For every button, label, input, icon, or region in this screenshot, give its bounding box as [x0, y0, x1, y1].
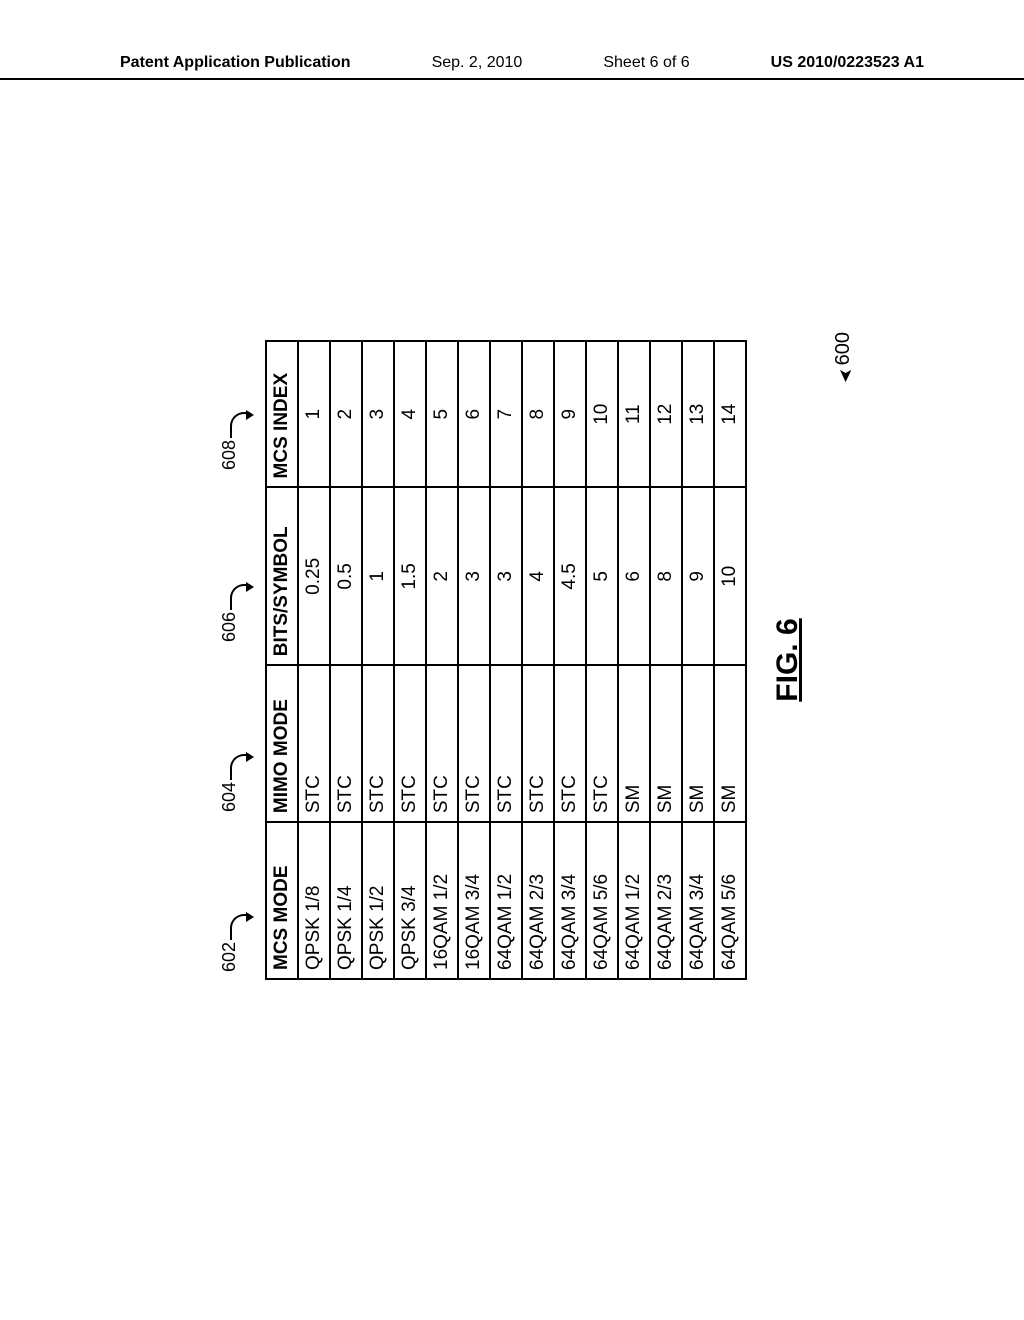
cell-mcs_index: 14 [714, 341, 746, 487]
cell-bits_symbol: 5 [586, 487, 618, 665]
cell-mcs_mode: 64QAM 1/2 [618, 822, 650, 979]
cell-bits_symbol: 8 [650, 487, 682, 665]
cell-mcs_index: 8 [522, 341, 554, 487]
cell-mcs_mode: QPSK 3/4 [394, 822, 426, 979]
table-row: 64QAM 5/6SM1014 [714, 341, 746, 979]
cell-bits_symbol: 10 [714, 487, 746, 665]
table-row: 64QAM 2/3SM812 [650, 341, 682, 979]
figure-container: 602 604 606 608 MCS MODE MIMO MODE BITS/… [219, 340, 805, 980]
cell-mimo_mode: SM [682, 665, 714, 822]
table-header-row: MCS MODE MIMO MODE BITS/SYMBOL MCS INDEX [266, 341, 298, 979]
cell-bits_symbol: 1.5 [394, 487, 426, 665]
cell-bits_symbol: 1 [362, 487, 394, 665]
cell-mcs_mode: 64QAM 3/4 [682, 822, 714, 979]
table-row: QPSK 3/4STC1.54 [394, 341, 426, 979]
publication-date: Sep. 2, 2010 [432, 54, 523, 72]
cell-mcs_mode: QPSK 1/4 [330, 822, 362, 979]
cell-bits_symbol: 0.5 [330, 487, 362, 665]
cell-mimo_mode: SM [618, 665, 650, 822]
cell-bits_symbol: 0.25 [298, 487, 330, 665]
cell-mimo_mode: STC [298, 665, 330, 822]
cell-mimo_mode: STC [586, 665, 618, 822]
cell-mcs_mode: 64QAM 2/3 [650, 822, 682, 979]
cell-mimo_mode: SM [650, 665, 682, 822]
ref-606: 606 [219, 584, 240, 642]
cell-mcs_index: 5 [426, 341, 458, 487]
cell-bits_symbol: 3 [490, 487, 522, 665]
cell-mcs_mode: 16QAM 1/2 [426, 822, 458, 979]
figure-content: 602 604 606 608 MCS MODE MIMO MODE BITS/… [219, 340, 805, 980]
cell-mcs_index: 12 [650, 341, 682, 487]
table-row: 64QAM 3/4STC4.59 [554, 341, 586, 979]
cell-bits_symbol: 3 [458, 487, 490, 665]
sheet-info: Sheet 6 of 6 [603, 54, 689, 72]
col-header-mimo-mode: MIMO MODE [266, 665, 298, 822]
table-row: QPSK 1/8STC0.251 [298, 341, 330, 979]
publication-number: US 2010/0223523 A1 [771, 54, 924, 72]
cell-mimo_mode: STC [458, 665, 490, 822]
cell-mimo_mode: STC [490, 665, 522, 822]
cell-mimo_mode: STC [522, 665, 554, 822]
leader-arrow-icon: ➤ [835, 368, 856, 383]
cell-mcs_index: 1 [298, 341, 330, 487]
cell-mcs_index: 10 [586, 341, 618, 487]
cell-mcs_mode: 64QAM 5/6 [714, 822, 746, 979]
cell-mcs_mode: 16QAM 3/4 [458, 822, 490, 979]
page-header: Patent Application Publication Sep. 2, 2… [0, 54, 1024, 80]
cell-mcs_index: 6 [458, 341, 490, 487]
ref-600: ➤600 [832, 332, 855, 383]
cell-mimo_mode: STC [394, 665, 426, 822]
cell-mcs_index: 7 [490, 341, 522, 487]
cell-mcs_index: 2 [330, 341, 362, 487]
column-reference-labels: 602 604 606 608 [219, 340, 259, 980]
figure-caption: FIG. 6 [771, 340, 805, 980]
cell-mimo_mode: STC [330, 665, 362, 822]
cell-mimo_mode: SM [714, 665, 746, 822]
cell-mcs_index: 9 [554, 341, 586, 487]
leader-arrow-icon [230, 584, 250, 610]
cell-mimo_mode: STC [426, 665, 458, 822]
table-row: QPSK 1/2STC13 [362, 341, 394, 979]
leader-arrow-icon [230, 754, 250, 780]
col-header-bits-symbol: BITS/SYMBOL [266, 487, 298, 665]
ref-608: 608 [219, 412, 240, 470]
col-header-mcs-index: MCS INDEX [266, 341, 298, 487]
table-row: 64QAM 5/6STC510 [586, 341, 618, 979]
table-row: 16QAM 3/4STC36 [458, 341, 490, 979]
cell-bits_symbol: 4 [522, 487, 554, 665]
cell-mcs_index: 13 [682, 341, 714, 487]
table-row: QPSK 1/4STC0.52 [330, 341, 362, 979]
publication-type: Patent Application Publication [120, 54, 351, 72]
mcs-table: MCS MODE MIMO MODE BITS/SYMBOL MCS INDEX… [265, 340, 747, 980]
leader-arrow-icon [230, 914, 250, 940]
table-row: 64QAM 1/2STC37 [490, 341, 522, 979]
cell-bits_symbol: 4.5 [554, 487, 586, 665]
cell-mcs_index: 3 [362, 341, 394, 487]
cell-bits_symbol: 9 [682, 487, 714, 665]
table-row: 16QAM 1/2STC25 [426, 341, 458, 979]
cell-bits_symbol: 6 [618, 487, 650, 665]
cell-mcs_mode: 64QAM 3/4 [554, 822, 586, 979]
table-row: 64QAM 3/4SM913 [682, 341, 714, 979]
cell-mcs_mode: 64QAM 2/3 [522, 822, 554, 979]
cell-mcs_mode: 64QAM 5/6 [586, 822, 618, 979]
cell-mimo_mode: STC [362, 665, 394, 822]
cell-mcs_mode: QPSK 1/8 [298, 822, 330, 979]
table-row: 64QAM 2/3STC48 [522, 341, 554, 979]
ref-604: 604 [219, 754, 240, 812]
cell-bits_symbol: 2 [426, 487, 458, 665]
table-row: 64QAM 1/2SM611 [618, 341, 650, 979]
cell-mcs_index: 11 [618, 341, 650, 487]
cell-mcs_mode: 64QAM 1/2 [490, 822, 522, 979]
table-body: QPSK 1/8STC0.251QPSK 1/4STC0.52QPSK 1/2S… [298, 341, 746, 979]
leader-arrow-icon [230, 412, 250, 438]
cell-mcs_index: 4 [394, 341, 426, 487]
col-header-mcs-mode: MCS MODE [266, 822, 298, 979]
cell-mcs_mode: QPSK 1/2 [362, 822, 394, 979]
ref-602: 602 [219, 914, 240, 972]
cell-mimo_mode: STC [554, 665, 586, 822]
